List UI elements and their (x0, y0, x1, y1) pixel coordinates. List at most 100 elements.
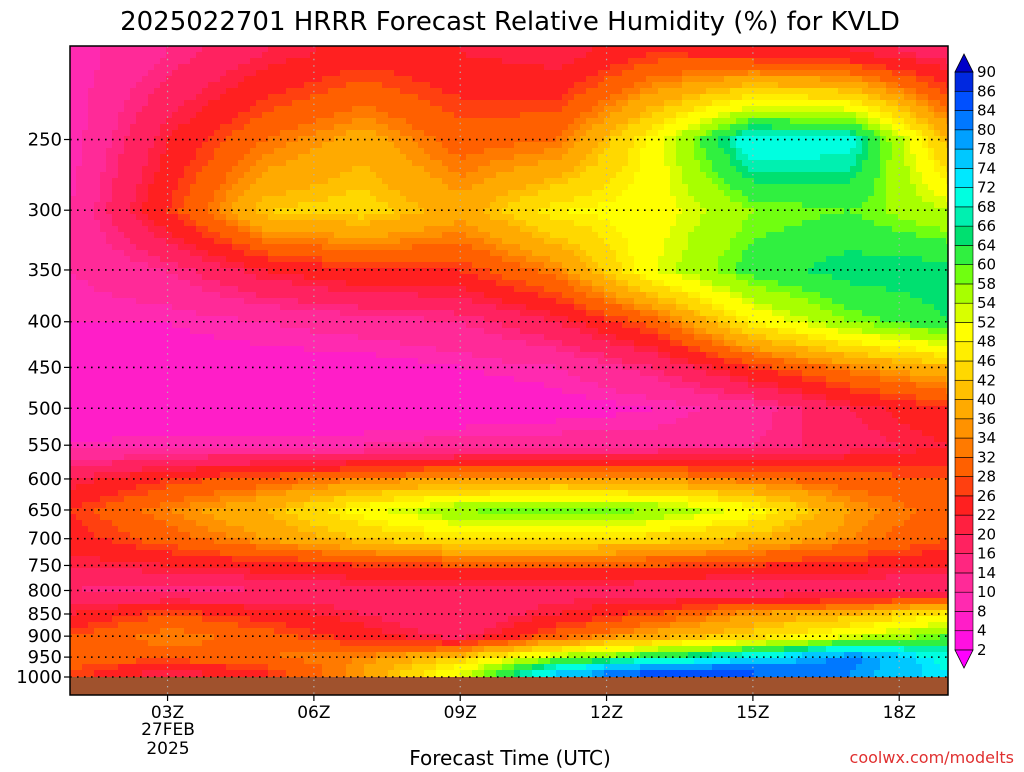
heatmap-cell (370, 76, 377, 83)
heatmap-cell (316, 76, 323, 83)
heatmap-cell (412, 214, 419, 221)
heatmap-cell (196, 94, 203, 101)
heatmap-cell (250, 214, 257, 221)
heatmap-cell (760, 166, 767, 173)
heatmap-cell (634, 70, 641, 77)
heatmap-cell (424, 142, 431, 149)
heatmap-cell (868, 196, 875, 203)
heatmap-cell (490, 106, 497, 113)
heatmap-cell (736, 52, 743, 59)
heatmap-cell (772, 124, 779, 131)
heatmap-cell (814, 190, 821, 197)
heatmap-cell (928, 214, 935, 221)
heatmap-cell (592, 214, 599, 221)
heatmap-cell (826, 160, 833, 167)
heatmap-cell (214, 190, 221, 197)
heatmap-cell (826, 46, 833, 53)
heatmap-cell (106, 82, 113, 89)
heatmap-cell (562, 238, 569, 245)
heatmap-cell (466, 244, 473, 251)
heatmap-cell (682, 208, 689, 215)
heatmap-cell (460, 160, 467, 167)
heatmap-cell (238, 160, 245, 167)
heatmap-cell (370, 184, 377, 191)
heatmap-cell (712, 112, 719, 119)
heatmap-cell (754, 106, 761, 113)
heatmap-cell (418, 94, 425, 101)
heatmap-cell (850, 100, 857, 107)
heatmap-cell (400, 46, 407, 53)
heatmap-cell (640, 196, 647, 203)
heatmap-cell (706, 124, 713, 131)
heatmap-cell (640, 214, 647, 221)
heatmap-cell (388, 172, 395, 179)
heatmap-cell (586, 244, 593, 251)
heatmap-cell (898, 46, 905, 53)
heatmap-cell (868, 130, 875, 137)
heatmap-cell (820, 244, 827, 251)
heatmap-cell (286, 64, 293, 71)
heatmap-cell (478, 220, 485, 227)
heatmap-cell (706, 202, 713, 209)
heatmap-cell (340, 208, 347, 215)
heatmap-cell (706, 76, 713, 83)
heatmap-cell (406, 106, 413, 113)
heatmap-cell (166, 82, 173, 89)
heatmap-cell (496, 244, 503, 251)
heatmap-cell (724, 220, 731, 227)
heatmap-cell (334, 82, 341, 89)
heatmap-cell (274, 76, 281, 83)
heatmap-cell (316, 100, 323, 107)
heatmap-cell (718, 190, 725, 197)
heatmap-cell (634, 124, 641, 131)
heatmap-cell (334, 214, 341, 221)
heatmap-cell (178, 238, 185, 245)
heatmap-cell (514, 136, 521, 143)
heatmap-cell (424, 82, 431, 89)
heatmap-cell (760, 196, 767, 203)
heatmap-cell (274, 196, 281, 203)
heatmap-cell (520, 52, 527, 59)
heatmap-cell (718, 148, 725, 155)
heatmap-cell (814, 244, 821, 251)
heatmap-cell (670, 94, 677, 101)
heatmap-cell (94, 94, 101, 101)
heatmap-cell (322, 220, 329, 227)
heatmap-cell (244, 130, 251, 137)
heatmap-cell (520, 136, 527, 143)
heatmap-cell (196, 46, 203, 53)
heatmap-cell (946, 196, 948, 203)
heatmap-cell (112, 202, 119, 209)
heatmap-cell (184, 160, 191, 167)
heatmap-cell (652, 184, 659, 191)
heatmap-cell (160, 88, 167, 95)
heatmap-cell (208, 160, 215, 167)
heatmap-cell (160, 154, 167, 161)
heatmap-cell (142, 130, 149, 137)
heatmap-cell (538, 130, 545, 137)
heatmap-cell (100, 100, 107, 107)
heatmap-cell (742, 160, 749, 167)
heatmap-cell (496, 58, 503, 65)
heatmap-cell (436, 124, 443, 131)
heatmap-cell (424, 106, 431, 113)
heatmap-cell (604, 148, 611, 155)
heatmap-cell (886, 88, 893, 95)
heatmap-cell (724, 160, 731, 167)
heatmap-cell (208, 130, 215, 137)
heatmap-cell (88, 112, 95, 119)
heatmap-cell (676, 166, 683, 173)
heatmap-cell (184, 220, 191, 227)
heatmap-cell (430, 100, 437, 107)
heatmap-cell (382, 202, 389, 209)
heatmap-cell (730, 112, 737, 119)
heatmap-cell (364, 94, 371, 101)
heatmap-cell (394, 190, 401, 197)
heatmap-cell (772, 136, 779, 143)
heatmap-cell (634, 112, 641, 119)
heatmap-cell (280, 64, 287, 71)
heatmap-cell (574, 148, 581, 155)
heatmap-cell (610, 190, 617, 197)
heatmap-cell (106, 58, 113, 65)
heatmap-cell (364, 100, 371, 107)
